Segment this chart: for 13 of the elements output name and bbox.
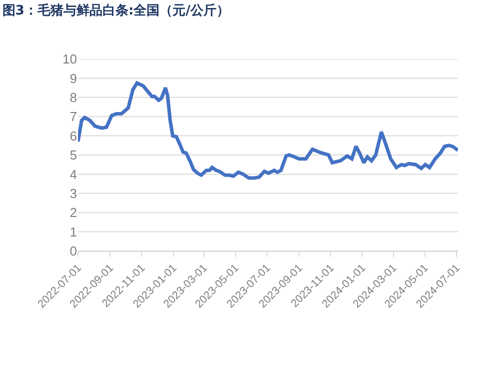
- y-tick-label: 2: [70, 205, 77, 220]
- line-series: [78, 81, 458, 180]
- chart-title: 图3：毛猪与鲜品白条:全国（元/公斤）: [2, 2, 230, 19]
- y-tick-label: 5: [70, 148, 77, 163]
- y-tick-label: 3: [70, 186, 77, 201]
- y-tick-label: 4: [70, 166, 77, 182]
- y-tick-label: 8: [70, 90, 77, 105]
- y-tick-label: 6: [70, 128, 77, 144]
- y-tick-label: 0: [70, 244, 77, 259]
- y-tick-label: 10: [62, 52, 77, 67]
- y-tick-label: 9: [70, 70, 77, 86]
- y-tick-label: 1: [70, 224, 77, 240]
- y-tick-label: 7: [70, 109, 77, 124]
